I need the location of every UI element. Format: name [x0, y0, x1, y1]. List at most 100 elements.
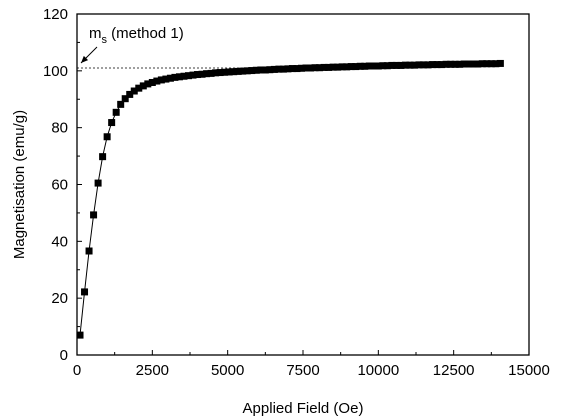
x-tick-label: 2500 — [136, 362, 169, 379]
data-point — [447, 60, 455, 68]
data-point — [338, 63, 346, 71]
y-tick-label: 40 — [51, 233, 68, 250]
data-point — [465, 60, 473, 68]
y-tick-label: 60 — [51, 177, 68, 194]
data-point — [139, 82, 147, 90]
data-point — [81, 288, 89, 296]
series-layer — [76, 59, 504, 339]
data-point — [451, 60, 459, 68]
data-point — [94, 179, 102, 187]
data-point — [85, 247, 93, 255]
x-tick-label: 7500 — [286, 362, 319, 379]
data-point — [184, 72, 192, 80]
data-point — [397, 61, 405, 69]
data-point — [234, 67, 242, 75]
y-tick-label: 80 — [51, 120, 68, 137]
data-point — [474, 60, 482, 68]
data-point — [126, 90, 134, 98]
data-point — [347, 63, 355, 71]
x-tick-label: 12500 — [433, 362, 475, 379]
data-point — [135, 84, 143, 92]
data-point — [243, 67, 251, 75]
data-point — [221, 68, 229, 76]
data-point — [392, 61, 400, 69]
data-point — [194, 71, 202, 79]
data-point — [374, 62, 382, 70]
data-point — [248, 67, 256, 75]
y-tick-label: 0 — [60, 347, 68, 364]
x-axis-title: Applied Field (Oe) — [243, 400, 364, 417]
data-point — [487, 60, 495, 68]
data-point — [429, 61, 437, 69]
data-point — [230, 68, 238, 76]
data-point — [424, 61, 432, 69]
x-tick-label: 10000 — [357, 362, 399, 379]
annotation-label: ms (method 1) — [89, 25, 184, 46]
annotation-rest: (method 1) — [107, 25, 184, 42]
y-axis-title: Magnetisation (emu/g) — [11, 110, 28, 259]
data-point — [180, 72, 188, 80]
data-point — [216, 69, 224, 77]
data-point — [415, 61, 423, 69]
data-point — [157, 76, 165, 84]
data-point — [420, 61, 428, 69]
data-point — [438, 61, 446, 69]
data-point — [130, 87, 138, 95]
data-point — [189, 71, 197, 79]
data-point — [288, 65, 296, 73]
data-point — [90, 211, 98, 219]
data-point — [166, 74, 174, 82]
data-point — [270, 65, 278, 73]
data-point — [343, 63, 351, 71]
data-point — [261, 66, 269, 74]
data-point — [361, 62, 369, 70]
data-point — [257, 66, 265, 74]
data-point — [99, 153, 107, 161]
data-point — [379, 62, 387, 70]
data-point — [171, 73, 179, 81]
data-point — [383, 62, 391, 70]
y-tick-label: 20 — [51, 290, 68, 307]
data-point — [108, 119, 116, 127]
data-point — [442, 60, 450, 68]
y-tick-label: 120 — [43, 6, 68, 23]
data-point — [469, 60, 477, 68]
data-point — [370, 62, 378, 70]
x-tick-label: 15000 — [508, 362, 550, 379]
data-point — [279, 65, 287, 73]
x-axis-ticks: 0 2500 5000 7500 10000 12500 15000 — [73, 350, 550, 379]
y-tick-label: 100 — [43, 63, 68, 80]
data-point — [492, 60, 500, 68]
ms-annotation: ms (method 1) — [80, 25, 184, 64]
data-point — [239, 67, 247, 75]
y-axis-ticks: 0 20 40 60 80 100 120 — [43, 6, 82, 364]
data-point — [225, 68, 233, 76]
data-point — [496, 59, 504, 67]
data-point — [365, 62, 373, 70]
data-point — [212, 69, 220, 77]
data-point — [76, 331, 84, 339]
data-point — [302, 64, 310, 72]
data-point — [456, 60, 464, 68]
data-point — [103, 133, 111, 141]
data-point — [162, 75, 170, 83]
data-point — [121, 95, 129, 103]
data-point — [284, 65, 292, 73]
data-point — [307, 64, 315, 72]
data-point — [460, 60, 468, 68]
data-point — [297, 64, 305, 72]
series-line — [79, 62, 501, 336]
data-point — [388, 61, 396, 69]
data-point — [329, 63, 337, 71]
x-tick-label: 5000 — [211, 362, 244, 379]
data-point — [198, 70, 206, 78]
data-point — [112, 108, 120, 116]
data-point — [406, 61, 414, 69]
data-point — [117, 100, 125, 108]
data-point — [316, 64, 324, 72]
data-point — [252, 66, 260, 74]
data-point — [311, 64, 319, 72]
data-point — [401, 61, 409, 69]
data-point — [266, 66, 274, 74]
